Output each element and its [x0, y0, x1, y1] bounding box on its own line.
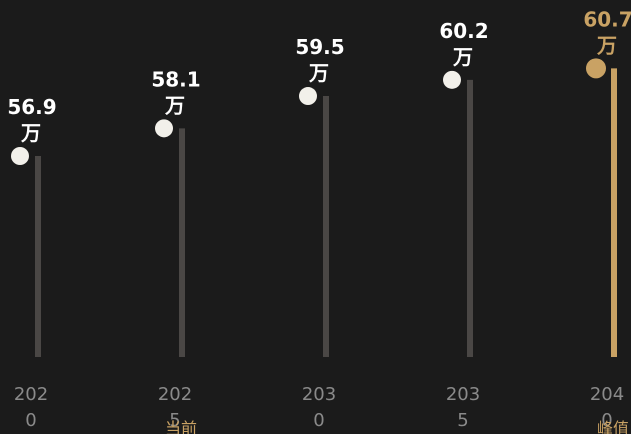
- data-point: [586, 58, 606, 79]
- unit-label: 万: [596, 33, 617, 57]
- x-tick-label: 202: [158, 384, 192, 405]
- unit-label: 万: [164, 93, 185, 117]
- annotation-label: 峰值: [597, 419, 629, 434]
- value-label: 59.5: [295, 35, 344, 59]
- unit-label: 万: [452, 45, 473, 69]
- data-point: [11, 147, 29, 165]
- unit-label: 万: [308, 61, 329, 85]
- x-tick-label: 203: [302, 384, 336, 405]
- data-point: [443, 70, 461, 89]
- value-label: 60.7: [583, 7, 631, 31]
- data-point: [155, 119, 173, 138]
- x-tick-label: 0: [601, 410, 612, 431]
- x-tick-label: 0: [313, 410, 324, 431]
- value-label: 56.9: [7, 95, 56, 119]
- x-tick-label: 0: [25, 410, 36, 431]
- x-tick-label: 5: [169, 410, 180, 431]
- annotation-label: 当前: [165, 419, 197, 434]
- x-tick-label: 204: [590, 384, 624, 405]
- x-tick-label: 203: [446, 384, 480, 405]
- data-point: [299, 87, 317, 106]
- unit-label: 万: [20, 121, 41, 145]
- x-tick-label: 202: [14, 384, 48, 405]
- x-tick-label: 5: [457, 410, 468, 431]
- value-label: 60.2: [439, 19, 488, 43]
- value-label: 58.1: [151, 67, 200, 91]
